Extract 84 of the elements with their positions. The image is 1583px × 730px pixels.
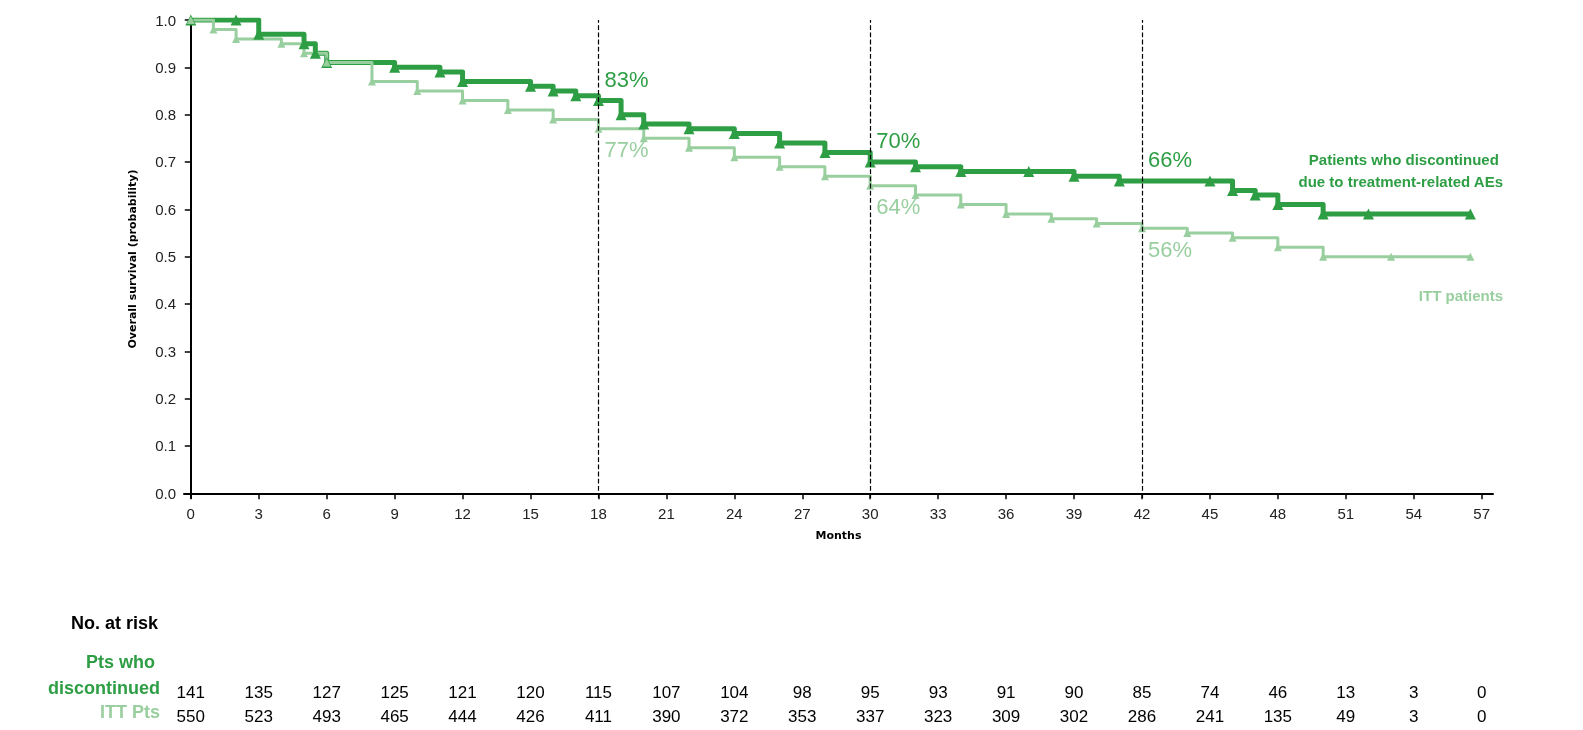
y-tick-label: 1.0 (155, 11, 176, 29)
x-tick-label: 24 (725, 505, 743, 522)
y-tick-label: 0.8 (155, 106, 176, 124)
text: 241 (1195, 707, 1225, 726)
text: 91 (996, 683, 1016, 702)
text: ITT Pts (99, 702, 160, 722)
x-tick-label: 0 (186, 505, 195, 522)
annotation: 70% (876, 128, 921, 154)
x-tick-label: 9 (390, 505, 399, 522)
annotation: 83% (604, 66, 649, 92)
text: 93 (928, 683, 948, 702)
y-axis-title: Overall survival (probability) (126, 169, 139, 349)
text: 353 (788, 707, 817, 726)
x-tick-label: 15 (522, 505, 539, 522)
text: 372 (720, 707, 749, 726)
y-tick-label: 0.6 (155, 200, 176, 218)
text: 465 (380, 707, 409, 726)
text: 426 (516, 707, 545, 726)
text: 444 (448, 707, 477, 726)
x-tick-label: 21 (658, 505, 675, 522)
x-tick-label: 27 (793, 505, 811, 522)
text: 523 (244, 707, 273, 726)
text: 135 (244, 683, 273, 702)
x-tick-label: 45 (1201, 505, 1219, 522)
text: 493 (312, 707, 341, 726)
text: 74 (1200, 683, 1220, 702)
annotation: 66% (1147, 147, 1193, 173)
text: 286 (1127, 707, 1157, 726)
text: 125 (380, 683, 409, 702)
text: 323 (923, 707, 953, 726)
text: 0 (1476, 683, 1487, 702)
text: 302 (1059, 707, 1089, 726)
y-tick-label: 0.9 (155, 58, 176, 76)
text: 0 (1476, 707, 1487, 726)
x-tick-label: 30 (861, 505, 879, 522)
text: Pts who discontinued (48, 652, 160, 698)
x-tick-label: 57 (1473, 505, 1491, 522)
series-label: Patients who discontinued due to treatment-related AEs (1298, 150, 1503, 190)
text: 3 (1409, 683, 1419, 702)
text: 90 (1064, 683, 1084, 702)
text: 3 (1409, 707, 1419, 726)
x-tick-label: 51 (1337, 505, 1355, 522)
y-tick-label: 0.0 (155, 484, 176, 502)
x-tick-label: 36 (997, 505, 1015, 522)
text: 390 (652, 707, 681, 726)
x-tick-label: 18 (590, 505, 607, 522)
annotation: 56% (1147, 236, 1193, 262)
text: 121 (448, 683, 477, 702)
y-tick-label: 0.5 (155, 248, 176, 266)
x-tick-label: 54 (1405, 505, 1423, 522)
y-tick-label: 0.1 (155, 437, 176, 455)
x-tick-label: 39 (1065, 505, 1083, 522)
x-axis-title: Months (815, 529, 862, 542)
text: 411 (584, 707, 612, 726)
text: 13 (1336, 683, 1356, 702)
x-tick-label: 6 (322, 505, 331, 522)
x-tick-label: 3 (254, 505, 263, 522)
text: 104 (720, 683, 749, 702)
text: 107 (652, 683, 681, 702)
text: 49 (1336, 707, 1356, 726)
y-tick-label: 0.7 (155, 153, 176, 171)
annotation: 77% (604, 137, 649, 163)
text: 120 (516, 683, 545, 702)
text: 46 (1268, 683, 1288, 702)
text: 98 (792, 683, 812, 702)
text: 337 (856, 707, 885, 726)
annotation: 64% (876, 194, 921, 220)
text: 127 (312, 683, 341, 702)
y-tick-label: 0.4 (155, 295, 176, 313)
y-tick-label: 0.3 (155, 342, 176, 360)
text: 115 (584, 683, 612, 702)
text: 135 (1263, 707, 1293, 726)
text: 85 (1132, 683, 1152, 702)
text: 309 (991, 707, 1021, 726)
x-tick-label: 42 (1133, 505, 1151, 522)
text: No. at risk (70, 613, 159, 633)
text: ITT patients (1418, 287, 1503, 305)
x-tick-label: 12 (454, 505, 471, 522)
text: 550 (176, 707, 205, 726)
x-tick-label: 48 (1269, 505, 1287, 522)
text: 95 (860, 683, 880, 702)
y-tick-label: 0.2 (155, 390, 176, 408)
x-tick-label: 33 (929, 505, 947, 522)
text: 141 (176, 683, 205, 702)
